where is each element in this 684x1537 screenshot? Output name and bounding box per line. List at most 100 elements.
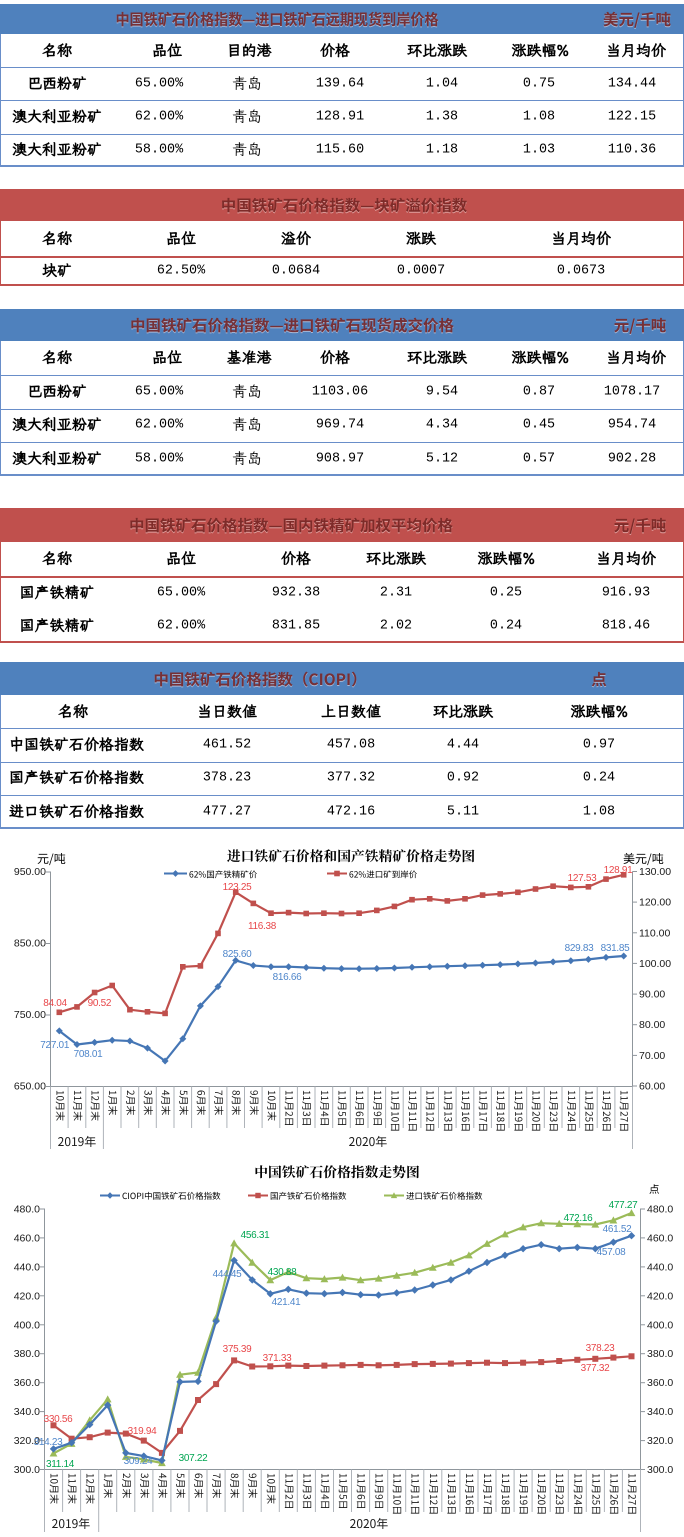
- svg-text:4月末: 4月末: [156, 1473, 171, 1499]
- svg-text:11月26日: 11月26日: [607, 1473, 622, 1515]
- svg-text:11月24日: 11月24日: [571, 1473, 586, 1515]
- svg-text:5月末: 5月末: [177, 1090, 192, 1116]
- svg-text:360.0: 360.0: [647, 1377, 673, 1389]
- svg-text:2月末: 2月末: [124, 1090, 139, 1116]
- svg-text:314.23: 314.23: [34, 1437, 64, 1448]
- svg-text:11月23日: 11月23日: [547, 1090, 562, 1132]
- svg-text:美元/吨: 美元/吨: [623, 850, 664, 867]
- svg-text:116.38: 116.38: [248, 921, 277, 932]
- svg-text:11月23日: 11月23日: [553, 1473, 568, 1515]
- svg-text:10月末: 10月末: [264, 1473, 279, 1504]
- svg-text:440.0: 440.0: [14, 1261, 40, 1273]
- svg-text:309.24: 309.24: [124, 1456, 154, 1467]
- svg-text:130.00: 130.00: [639, 866, 671, 878]
- svg-text:11月10日: 11月10日: [391, 1473, 406, 1515]
- svg-text:380.0: 380.0: [14, 1348, 40, 1360]
- svg-text:400.0: 400.0: [647, 1319, 673, 1331]
- svg-text:2020年: 2020年: [349, 1133, 388, 1150]
- svg-text:11月4日: 11月4日: [318, 1473, 333, 1510]
- svg-text:11月9日: 11月9日: [373, 1473, 388, 1510]
- svg-text:477.27: 477.27: [609, 1200, 639, 1211]
- svg-text:10月末: 10月末: [48, 1473, 63, 1504]
- svg-text:11月20日: 11月20日: [535, 1473, 550, 1515]
- svg-text:816.66: 816.66: [273, 972, 303, 983]
- svg-text:850.00: 850.00: [14, 938, 46, 950]
- svg-text:8月末: 8月末: [228, 1473, 243, 1499]
- svg-text:11月9日: 11月9日: [371, 1090, 386, 1127]
- svg-text:4月末: 4月末: [159, 1090, 174, 1116]
- svg-text:456.31: 456.31: [241, 1230, 271, 1241]
- svg-text:11月17日: 11月17日: [477, 1090, 492, 1132]
- svg-text:825.60: 825.60: [223, 949, 253, 960]
- svg-text:110.00: 110.00: [639, 927, 670, 939]
- svg-text:421.41: 421.41: [272, 1297, 302, 1308]
- svg-text:11月11日: 11月11日: [406, 1090, 421, 1132]
- svg-text:320.0: 320.0: [647, 1435, 673, 1447]
- svg-text:300.0: 300.0: [647, 1464, 673, 1476]
- svg-text:750.00: 750.00: [14, 1009, 46, 1021]
- svg-text:12月末: 12月末: [84, 1473, 99, 1504]
- svg-text:11月11日: 11月11日: [409, 1473, 424, 1515]
- svg-text:727.01: 727.01: [40, 1040, 70, 1051]
- svg-text:11月19日: 11月19日: [512, 1090, 527, 1132]
- svg-text:CIOPI中国铁矿石价格指数: CIOPI中国铁矿石价格指数: [122, 1190, 221, 1202]
- svg-text:国产铁矿石价格指数: 国产铁矿石价格指数: [270, 1190, 347, 1202]
- svg-text:11月18日: 11月18日: [499, 1473, 514, 1515]
- svg-text:11月5日: 11月5日: [337, 1473, 352, 1510]
- svg-text:461.52: 461.52: [603, 1224, 633, 1235]
- svg-text:11月25日: 11月25日: [582, 1090, 597, 1132]
- svg-text:9月末: 9月末: [247, 1090, 262, 1116]
- svg-text:11月27日: 11月27日: [618, 1090, 633, 1132]
- svg-text:3月末: 3月末: [142, 1090, 157, 1116]
- svg-text:11月10日: 11月10日: [388, 1090, 403, 1132]
- svg-text:11月12日: 11月12日: [424, 1090, 439, 1132]
- svg-text:320.0: 320.0: [14, 1435, 40, 1447]
- svg-text:829.83: 829.83: [565, 943, 595, 954]
- svg-text:11月3日: 11月3日: [300, 1090, 315, 1127]
- svg-text:11月17日: 11月17日: [481, 1473, 496, 1515]
- svg-text:9月末: 9月末: [246, 1473, 261, 1499]
- svg-text:11月18日: 11月18日: [494, 1090, 509, 1132]
- svg-text:430.88: 430.88: [268, 1267, 298, 1278]
- svg-text:11月24日: 11月24日: [565, 1090, 580, 1132]
- svg-text:10月末: 10月末: [53, 1090, 68, 1121]
- svg-text:127.53: 127.53: [568, 873, 598, 884]
- svg-text:708.01: 708.01: [74, 1049, 104, 1060]
- svg-text:11月25日: 11月25日: [589, 1473, 604, 1515]
- svg-text:378.23: 378.23: [586, 1343, 616, 1354]
- svg-text:7月末: 7月末: [210, 1473, 225, 1499]
- svg-text:60.00: 60.00: [639, 1081, 665, 1093]
- svg-text:11月5日: 11月5日: [336, 1090, 351, 1127]
- svg-text:11月末: 11月末: [66, 1473, 81, 1504]
- svg-text:480.0: 480.0: [647, 1204, 673, 1216]
- svg-text:11月13日: 11月13日: [441, 1090, 456, 1132]
- svg-text:11月16日: 11月16日: [459, 1090, 474, 1132]
- svg-text:5月末: 5月末: [174, 1473, 189, 1499]
- svg-text:11月6日: 11月6日: [353, 1090, 368, 1127]
- svg-text:元/吨: 元/吨: [37, 850, 66, 867]
- svg-text:7月末: 7月末: [212, 1090, 227, 1116]
- svg-text:2019年: 2019年: [58, 1133, 97, 1150]
- svg-text:11月12日: 11月12日: [427, 1473, 442, 1515]
- svg-text:460.0: 460.0: [647, 1232, 673, 1244]
- svg-text:进口铁矿石价格指数: 进口铁矿石价格指数: [406, 1190, 483, 1202]
- svg-text:371.33: 371.33: [263, 1353, 293, 1364]
- svg-text:950.00: 950.00: [14, 866, 46, 878]
- svg-text:进口铁矿石价格和国产铁精矿价格走势图: 进口铁矿石价格和国产铁精矿价格走势图: [227, 845, 475, 865]
- svg-text:300.0: 300.0: [14, 1464, 40, 1476]
- svg-text:11月27日: 11月27日: [626, 1473, 641, 1515]
- svg-text:11月3日: 11月3日: [300, 1473, 315, 1510]
- svg-text:11月6日: 11月6日: [355, 1473, 370, 1510]
- svg-text:90.52: 90.52: [88, 998, 112, 1009]
- svg-text:472.16: 472.16: [564, 1213, 594, 1224]
- svg-text:360.0: 360.0: [14, 1377, 40, 1389]
- svg-text:11月20日: 11月20日: [530, 1090, 545, 1132]
- svg-text:70.00: 70.00: [639, 1050, 665, 1062]
- svg-text:377.32: 377.32: [581, 1363, 611, 1374]
- svg-text:3月末: 3月末: [138, 1473, 153, 1499]
- svg-text:2019年: 2019年: [52, 1515, 91, 1532]
- svg-text:650.00: 650.00: [14, 1081, 46, 1093]
- svg-text:120.00: 120.00: [639, 897, 671, 909]
- svg-text:319.94: 319.94: [128, 1426, 158, 1437]
- svg-text:457.08: 457.08: [597, 1247, 627, 1258]
